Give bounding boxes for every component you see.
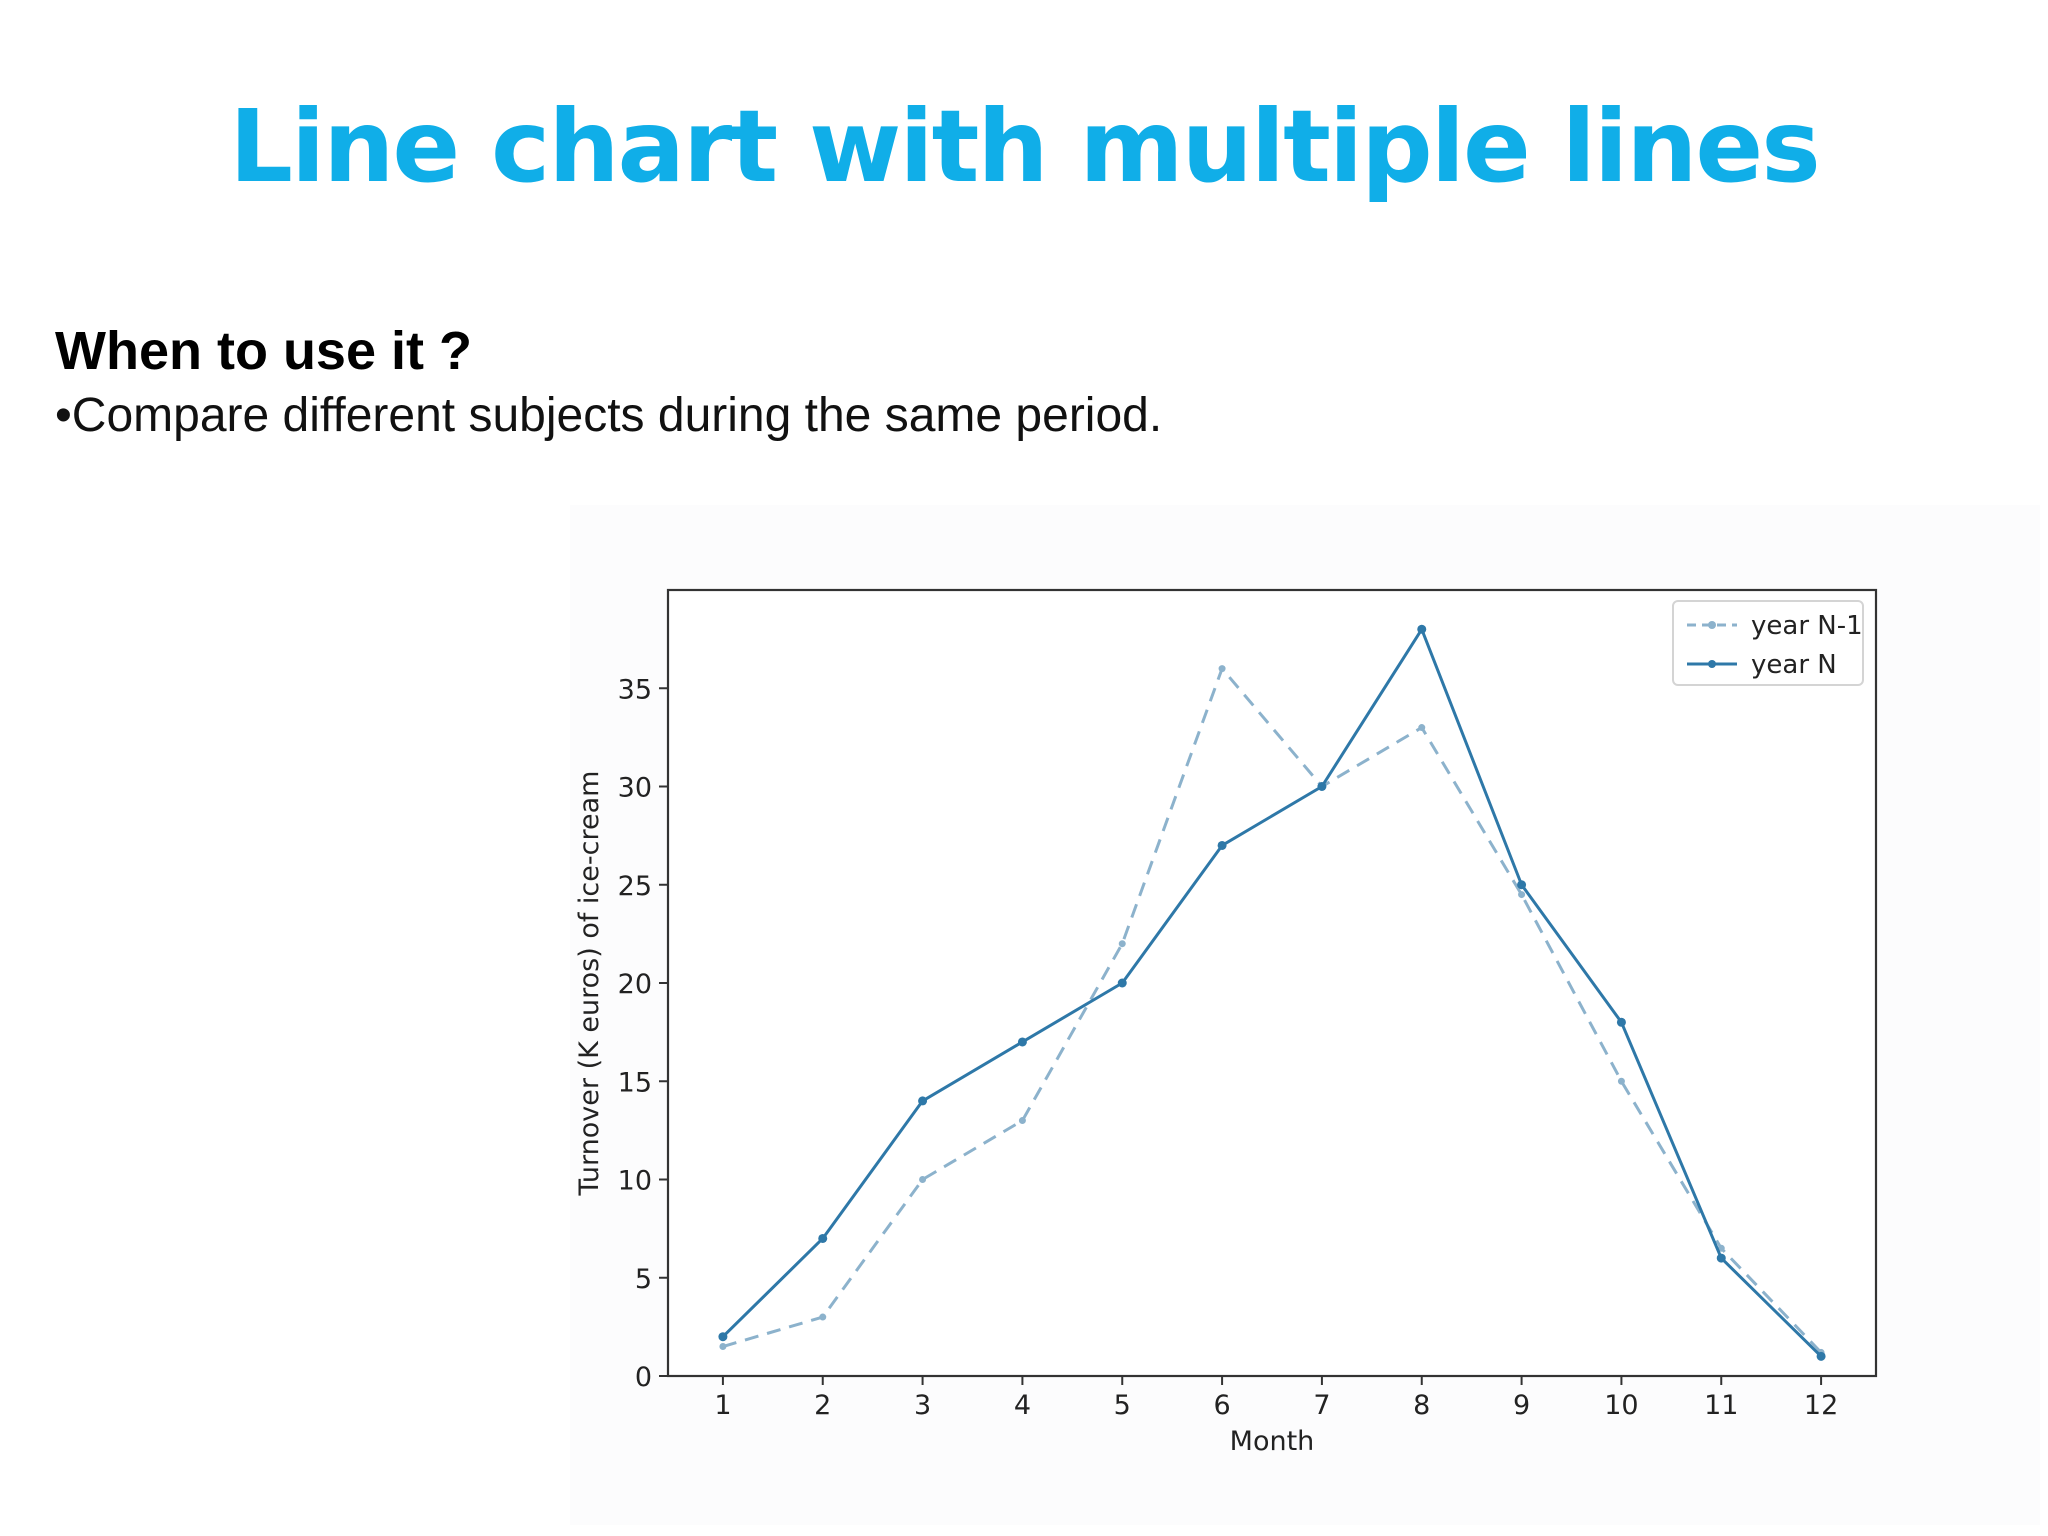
x-tick-label: 12 [1804, 1390, 1838, 1421]
y-tick-label: 15 [618, 1067, 652, 1098]
x-tick-label: 10 [1604, 1390, 1638, 1421]
data-point [1517, 880, 1527, 890]
y-tick-label: 10 [618, 1166, 652, 1197]
y-tick-label: 25 [618, 871, 652, 902]
x-tick-label: 2 [814, 1390, 831, 1421]
data-point [1518, 891, 1526, 899]
data-point [1017, 1037, 1027, 1047]
section-heading: When to use it ? [55, 321, 472, 381]
data-point [1716, 1253, 1726, 1263]
y-tick-label: 35 [618, 674, 652, 705]
y-axis-label: Turnover (K euros) of ice-cream [574, 771, 605, 1197]
x-axis-label: Month [1230, 1426, 1315, 1457]
data-point [818, 1233, 828, 1243]
data-point [1217, 840, 1227, 850]
x-tick-label: 1 [714, 1390, 731, 1421]
y-tick-label: 0 [635, 1362, 652, 1393]
data-point [1218, 665, 1226, 673]
data-point [1616, 1017, 1626, 1027]
data-point [719, 1343, 727, 1351]
data-point [1617, 1077, 1625, 1085]
x-tick-label: 9 [1513, 1390, 1530, 1421]
x-tick-label: 4 [1014, 1390, 1031, 1421]
data-point [918, 1096, 928, 1106]
x-tick-label: 8 [1413, 1390, 1430, 1421]
legend-marker [1708, 621, 1716, 629]
data-point [1117, 978, 1127, 988]
data-point [919, 1176, 927, 1183]
legend-label: year N [1751, 650, 1837, 680]
data-point [1816, 1351, 1826, 1361]
slide-title: Line chart with multiple lines [229, 88, 1821, 205]
data-point [1418, 724, 1426, 732]
data-point [1717, 1244, 1725, 1252]
plot-area [666, 588, 1878, 1378]
data-point [1118, 940, 1126, 948]
data-point [718, 1332, 728, 1342]
data-point [1018, 1117, 1026, 1125]
legend-label: year N-1 [1751, 611, 1863, 641]
bullet-point: •Compare different subjects during the s… [55, 389, 1163, 442]
y-tick-label: 30 [618, 773, 652, 804]
x-tick-label: 5 [1114, 1390, 1131, 1421]
legend-marker [1708, 660, 1716, 668]
x-tick-label: 7 [1313, 1390, 1330, 1421]
data-point [819, 1313, 827, 1321]
series-line-year-n-1 [722, 667, 1823, 1354]
x-tick-label: 11 [1704, 1390, 1738, 1421]
y-tick-label: 5 [635, 1264, 652, 1295]
series-line-year-n [721, 627, 1823, 1358]
x-tick-label: 6 [1213, 1390, 1230, 1421]
data-point [1317, 782, 1327, 791]
y-tick-label: 20 [618, 969, 652, 1000]
data-point [1417, 624, 1427, 634]
x-tick-label: 3 [914, 1390, 931, 1421]
